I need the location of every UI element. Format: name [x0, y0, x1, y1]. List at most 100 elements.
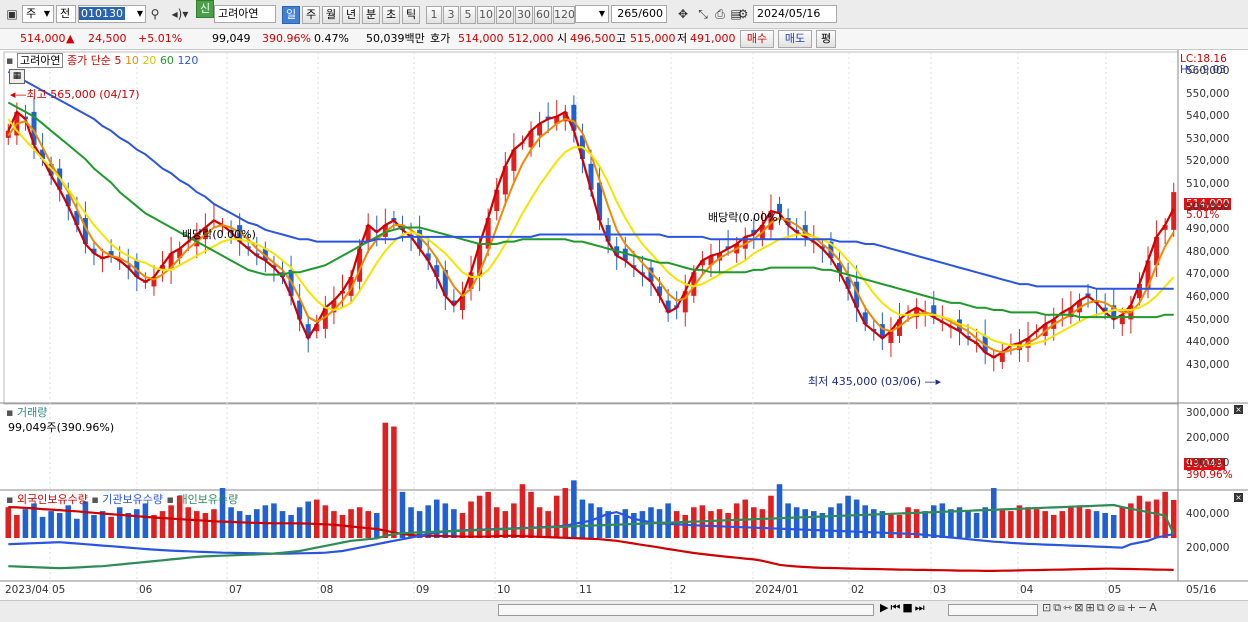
- play-icon[interactable]: ▶: [880, 601, 891, 614]
- x-axis-label: 2023/04: [5, 584, 49, 596]
- ask-price: 514,000: [458, 32, 504, 45]
- crosshair-icon[interactable]: ✥: [677, 7, 689, 21]
- search-icon[interactable]: ⚲: [150, 7, 160, 21]
- volume-bar: [468, 501, 474, 538]
- zoom-out-icon[interactable]: −: [1138, 601, 1150, 614]
- type-select[interactable]: 전: [56, 5, 76, 23]
- price-axis-tick: 520,000: [1186, 155, 1230, 168]
- holdings-legend: ▪ 외국인보유수량 ▪ 기관보유수량 ▪ 개인보유수량: [6, 491, 238, 507]
- candle-body: [91, 248, 97, 254]
- playback-controls[interactable]: ▶⏮■⏭: [880, 601, 927, 615]
- forward-icon[interactable]: ⏭: [914, 601, 927, 614]
- volume-bar: [776, 484, 783, 538]
- interval-button[interactable]: 5: [460, 6, 476, 24]
- eval-button[interactable]: 평: [816, 30, 836, 48]
- close-icon[interactable]: ×: [1234, 493, 1243, 502]
- volume-bar: [1110, 514, 1117, 538]
- candle-body: [657, 286, 663, 296]
- volume-bar: [1170, 499, 1177, 538]
- compare-icon[interactable]: ⇿: [1063, 601, 1075, 614]
- volume-bar: [1042, 511, 1048, 538]
- candle-body: [785, 218, 791, 226]
- interval-button[interactable]: 30: [515, 6, 533, 24]
- volume-bar: [108, 516, 114, 538]
- interval-button[interactable]: 20: [496, 6, 514, 24]
- volume: 99,049: [212, 32, 251, 45]
- candle-body: [331, 300, 337, 313]
- volume-bar: [279, 511, 286, 538]
- period-tab[interactable]: 틱: [402, 6, 420, 24]
- institution-legend: 기관보유수량: [102, 493, 164, 506]
- market-select[interactable]: 주 ▼: [22, 5, 54, 23]
- volume-bar: [785, 503, 791, 538]
- period-tab[interactable]: 분: [362, 6, 380, 24]
- copy-icon[interactable]: ⧉: [1053, 601, 1064, 614]
- date-input[interactable]: 2024/05/16: [753, 5, 837, 23]
- buy-button[interactable]: 매수: [740, 30, 774, 48]
- close-icon[interactable]: ×: [1234, 405, 1243, 414]
- sell-button[interactable]: 매도: [778, 30, 812, 48]
- layout-icon[interactable]: ⊡: [1042, 601, 1054, 614]
- foreign-legend: 외국인보유수량: [16, 493, 88, 506]
- candle-body: [691, 272, 697, 296]
- volume-bar: [1050, 514, 1057, 538]
- volume-bar: [536, 507, 543, 538]
- volume-bar: [168, 505, 174, 538]
- period-tab[interactable]: 초: [382, 6, 400, 24]
- font-size-icon[interactable]: A: [1149, 601, 1159, 614]
- candle-body: [1171, 192, 1177, 230]
- last-price-tag: 514,000: [1184, 198, 1232, 210]
- restore-icon[interactable]: ⧈: [1117, 601, 1127, 614]
- calendar-icon[interactable]: ▦: [9, 69, 25, 84]
- rewind-icon[interactable]: ⏮: [890, 601, 903, 614]
- candle-body: [417, 229, 423, 249]
- zoom-in-icon[interactable]: +: [1126, 601, 1139, 614]
- interval-button[interactable]: 60: [534, 6, 552, 24]
- period-tab[interactable]: 주: [302, 6, 320, 24]
- print-icon[interactable]: ⎙: [715, 7, 725, 21]
- interval-button[interactable]: 120: [553, 6, 575, 24]
- x-axis-label: 11: [579, 584, 593, 596]
- interval-button[interactable]: 10: [477, 6, 495, 24]
- count-input[interactable]: 265/600: [611, 5, 667, 23]
- lock-icon[interactable]: ⊠: [1074, 601, 1086, 614]
- chart-area[interactable]: ▪ 고려아연 종가 단순 5 10 20 60 120 ▦ LC:18.16 H…: [0, 50, 1248, 622]
- hc-value: HC:-9.03: [1180, 64, 1226, 76]
- link-icon[interactable]: ⊘: [1106, 601, 1118, 614]
- hoga-label: 호가: [430, 32, 451, 45]
- volume-bar: [65, 505, 72, 538]
- stop-icon[interactable]: ■: [902, 601, 915, 614]
- scroll-track[interactable]: [498, 604, 874, 616]
- candle-body: [357, 248, 363, 282]
- volume-bar: [151, 514, 157, 538]
- volume-bar: [1059, 511, 1066, 538]
- chart-canvas[interactable]: [0, 50, 1248, 621]
- interval-button[interactable]: 3: [443, 6, 459, 24]
- volume-bar: [1128, 503, 1134, 538]
- candle-body: [588, 163, 594, 190]
- interval-button[interactable]: 1: [426, 6, 442, 24]
- turnover: 0.47%: [314, 32, 349, 45]
- x-axis-label: 08: [320, 584, 334, 596]
- window-icon[interactable]: ⧉: [1096, 601, 1107, 614]
- volume-bar: [1025, 507, 1031, 538]
- zoom-slider[interactable]: [948, 604, 1038, 616]
- volume-bar: [965, 511, 971, 538]
- gear-icon[interactable]: ⚙: [737, 7, 749, 21]
- period-tab[interactable]: 년: [342, 6, 360, 24]
- period-tab[interactable]: 일: [282, 6, 300, 24]
- price-axis-tick: 480,000: [1186, 245, 1230, 258]
- view-tools[interactable]: ⊡⧉⇿⊠⊞⧉⊘⧈+−A: [1042, 601, 1159, 615]
- speaker-icon[interactable]: ◂)▾: [171, 7, 189, 21]
- volume-bar: [271, 503, 277, 538]
- candle-body: [708, 255, 714, 266]
- volume-bar: [262, 505, 269, 538]
- line-tool-icon[interactable]: ⤡: [698, 7, 708, 21]
- grid-icon[interactable]: ⊞: [1085, 601, 1097, 614]
- window-icon[interactable]: ▣: [6, 7, 18, 21]
- stock-code-input[interactable]: 010130 ▼: [78, 5, 146, 23]
- period-tab[interactable]: 월: [322, 6, 340, 24]
- save-icon[interactable]: ▤: [730, 7, 742, 21]
- x-axis-label: 05: [1108, 584, 1122, 596]
- interval-select[interactable]: ▼: [575, 5, 609, 23]
